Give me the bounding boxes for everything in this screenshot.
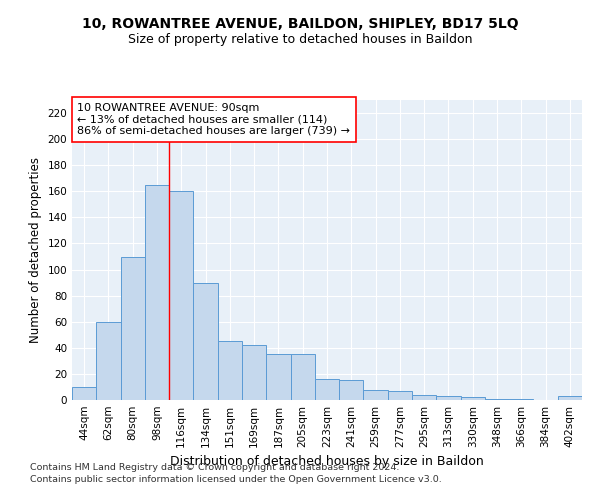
Text: Size of property relative to detached houses in Baildon: Size of property relative to detached ho… (128, 32, 472, 46)
Bar (388, 391, 412, 400)
Bar (558, 396, 582, 400)
Bar (96, 322, 121, 400)
Y-axis label: Number of detached properties: Number of detached properties (29, 157, 42, 343)
Bar (242, 345, 266, 400)
Bar (72, 387, 96, 400)
Bar (461, 398, 485, 400)
X-axis label: Distribution of detached houses by size in Baildon: Distribution of detached houses by size … (170, 456, 484, 468)
Bar (169, 192, 193, 400)
Bar (315, 379, 339, 400)
Bar (193, 282, 218, 400)
Bar (485, 398, 509, 400)
Bar (121, 256, 145, 400)
Text: 10, ROWANTREE AVENUE, BAILDON, SHIPLEY, BD17 5LQ: 10, ROWANTREE AVENUE, BAILDON, SHIPLEY, … (82, 18, 518, 32)
Bar (364, 390, 388, 400)
Text: 10 ROWANTREE AVENUE: 90sqm
← 13% of detached houses are smaller (114)
86% of sem: 10 ROWANTREE AVENUE: 90sqm ← 13% of deta… (77, 103, 350, 136)
Bar (266, 354, 290, 400)
Bar (290, 354, 315, 400)
Bar (412, 395, 436, 400)
Text: Contains HM Land Registry data © Crown copyright and database right 2024.: Contains HM Land Registry data © Crown c… (30, 464, 400, 472)
Bar (436, 396, 461, 400)
Bar (339, 380, 364, 400)
Bar (218, 342, 242, 400)
Bar (509, 398, 533, 400)
Bar (145, 185, 169, 400)
Text: Contains public sector information licensed under the Open Government Licence v3: Contains public sector information licen… (30, 475, 442, 484)
